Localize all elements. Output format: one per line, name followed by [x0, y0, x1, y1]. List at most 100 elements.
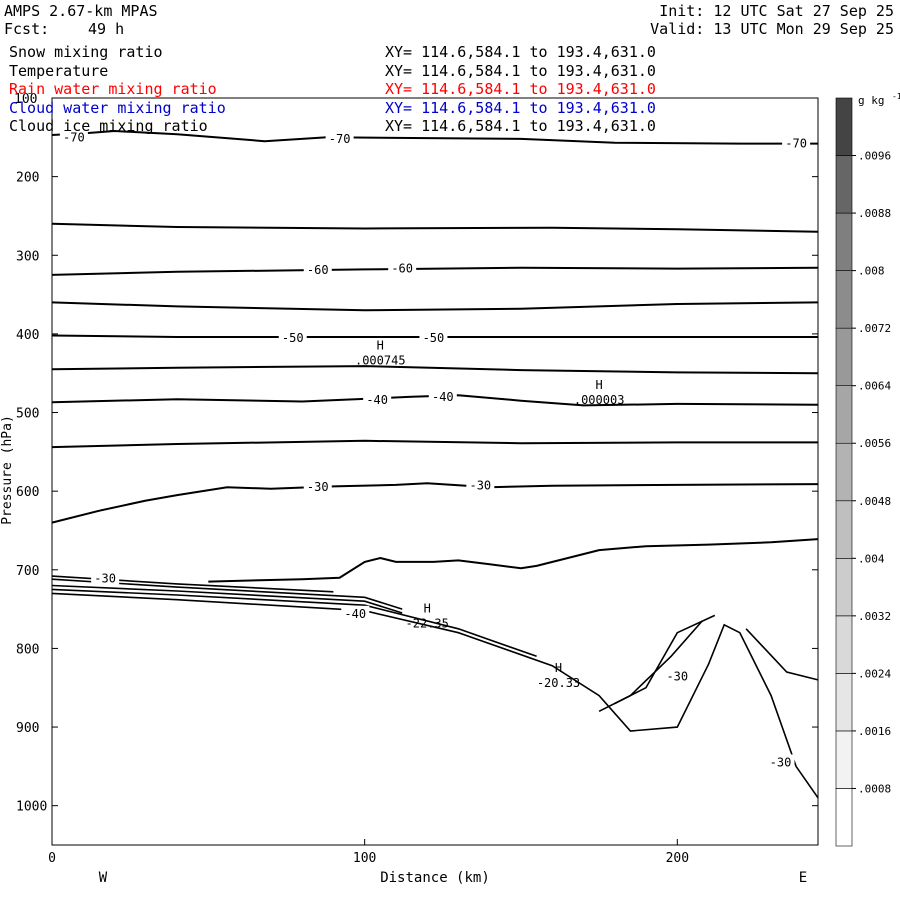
colorbar-box	[835, 500, 853, 559]
max-marker: H	[596, 378, 603, 392]
contour-label: -30	[94, 571, 116, 585]
x-tick-label: 200	[666, 851, 689, 866]
terrain-contour	[51, 588, 537, 658]
contour-label-bg	[303, 479, 332, 494]
contour-label: -60	[307, 263, 329, 277]
x-tick-label: 100	[353, 851, 376, 866]
y-top-label: 100	[14, 92, 37, 107]
contour-label-bg	[388, 260, 417, 275]
y-tick-label: 200	[16, 171, 39, 186]
colorbar-box	[835, 730, 853, 789]
contour-label-bg	[419, 329, 448, 344]
plot-frame	[51, 97, 819, 846]
max-marker: H	[424, 601, 431, 615]
isotherm-line	[51, 394, 819, 407]
valid-time: Valid: 13 UTC Mon 29 Sep 25	[650, 20, 894, 38]
max-value: .000745	[355, 354, 406, 368]
contour-label: -30	[770, 755, 792, 769]
field-name: Snow mixing ratio	[9, 43, 163, 61]
contour-label-bg	[278, 329, 307, 344]
contour-label-bg	[466, 477, 495, 492]
contour-label-bg	[341, 605, 370, 620]
isotherm-line	[208, 538, 819, 583]
contour-label-bg	[782, 135, 811, 150]
terrain-contour	[51, 592, 819, 799]
y-tick-label: 600	[16, 485, 39, 500]
contour-label: -30	[666, 670, 688, 684]
contour-label: -30	[307, 480, 329, 494]
contour-label: -40	[432, 390, 454, 404]
isotherm-line	[51, 266, 819, 276]
colorbar-box	[835, 673, 853, 732]
terrain-contour	[598, 620, 703, 713]
colorbar-box	[835, 558, 853, 617]
max-value: .000003	[574, 393, 625, 407]
colorbar-label: .0008	[858, 782, 891, 795]
forecast-hour: 49 h	[88, 20, 125, 38]
colorbar-box	[835, 788, 853, 847]
field-name: Cloud ice mixing ratio	[9, 117, 208, 135]
field-coordinates: XY= 114.6,584.1 to 193.4,631.0	[385, 117, 656, 135]
colorbar-label: .004	[858, 552, 885, 565]
contour-label: -50	[423, 331, 445, 345]
y-tick-label: 700	[16, 564, 39, 579]
field-name: Cloud water mixing ratio	[9, 98, 226, 117]
colorbar-label: .0096	[858, 150, 891, 163]
y-tick-label: 300	[16, 249, 39, 264]
isotherm-line	[51, 439, 818, 449]
terrain-contour	[51, 584, 403, 614]
west-label: W	[99, 870, 108, 886]
colorbar-label: .0064	[858, 380, 891, 393]
contour-label: -70	[785, 137, 807, 151]
y-tick-label: 400	[16, 328, 39, 343]
colorbar-box	[835, 442, 853, 502]
colorbar-box	[835, 97, 853, 156]
contour-label: -40	[344, 607, 366, 621]
forecast-label: Fcst:	[4, 20, 50, 38]
contour-label-bg	[663, 668, 692, 683]
east-label: E	[799, 870, 807, 886]
contour-label: -70	[329, 132, 351, 146]
colorbar-box	[835, 212, 853, 271]
colorbar-label: .0072	[858, 322, 891, 335]
contour-label-bg	[428, 388, 457, 403]
y-tick-label: 1000	[16, 800, 47, 815]
isotherm-line	[51, 482, 819, 524]
colorbar-label: .0088	[858, 207, 891, 220]
contour-label: -40	[366, 393, 388, 407]
colorbar-box	[835, 270, 853, 329]
contour-label: -30	[469, 479, 491, 493]
colorbar-box	[835, 615, 853, 674]
y-tick-label: 500	[16, 407, 39, 422]
colorbar-label: .0048	[858, 495, 891, 508]
max-marker: H	[377, 339, 384, 353]
contour-label-bg	[363, 391, 392, 406]
model-title: AMPS 2.67-km MPAS	[4, 2, 158, 20]
colorbar-label: .0024	[858, 667, 891, 680]
terrain-contour	[614, 614, 716, 705]
isotherm-line	[51, 365, 819, 375]
terrain-contour	[745, 628, 819, 681]
x-tick-label: 0	[48, 851, 56, 866]
field-name: Rain water mixing ratio	[9, 80, 217, 98]
contour-label: -70	[63, 130, 85, 144]
x-axis-title: Distance (km)	[380, 870, 490, 886]
colorbar-label: .0016	[858, 725, 891, 738]
colorbar-box	[835, 155, 853, 214]
field-coordinates: XY= 114.6,584.1 to 193.4,631.0	[385, 98, 656, 117]
isotherm-line	[51, 222, 819, 233]
contour-label-bg	[59, 129, 88, 144]
colorbar-box	[835, 327, 853, 386]
contour-label-bg	[303, 262, 332, 277]
contour-label-bg	[325, 130, 354, 145]
max-value: -20.33	[537, 676, 580, 690]
y-tick-label: 800	[16, 642, 39, 657]
colorbar-unit: g kg	[858, 94, 885, 107]
colorbar-label: .0032	[858, 610, 891, 623]
init-time: Init: 12 UTC Sat 27 Sep 25	[659, 2, 894, 20]
isotherm-line	[51, 301, 819, 312]
field-coordinates: XY= 114.6,584.1 to 193.4,631.0	[385, 43, 656, 61]
contour-label-bg	[766, 754, 795, 769]
contour-label-bg	[91, 570, 120, 585]
